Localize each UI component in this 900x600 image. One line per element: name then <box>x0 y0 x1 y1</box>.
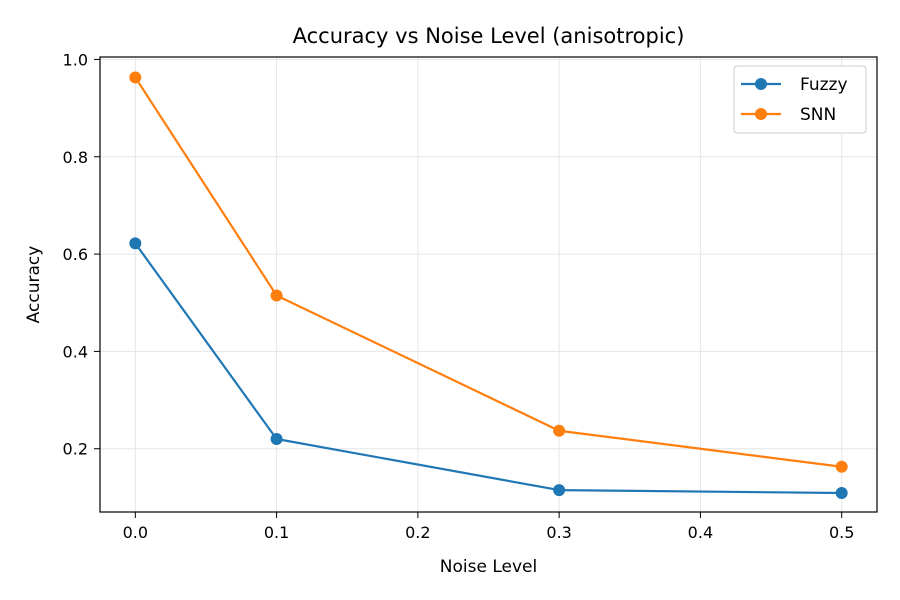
data-point-snn <box>553 424 566 437</box>
data-point-fuzzy <box>835 487 848 500</box>
data-point-snn <box>129 71 142 84</box>
chart-title: Accuracy vs Noise Level (anisotropic) <box>293 24 685 48</box>
y-tick-label: 0.4 <box>63 342 88 361</box>
x-tick-label: 0.1 <box>264 523 289 542</box>
x-tick-label: 0.2 <box>405 523 430 542</box>
legend-snn-label: SNN <box>800 105 836 125</box>
plot-area-frame <box>99 56 878 513</box>
legend-snn-marker <box>755 108 767 120</box>
y-tick-label: 0.6 <box>63 245 88 264</box>
data-point-snn <box>835 460 848 473</box>
axis-ticks: 0.0 0.1 0.2 0.3 0.4 0.5 0.2 0.4 0.6 0.8 1.0 <box>63 50 855 542</box>
data-point-snn <box>270 289 283 302</box>
series-line-fuzzy <box>134 242 842 495</box>
legend-frame <box>733 65 867 134</box>
x-tick-label: 0.4 <box>688 523 713 542</box>
x-tick-label: 0.0 <box>123 523 148 542</box>
series-layer <box>129 71 848 500</box>
data-point-fuzzy <box>129 237 142 250</box>
data-point-fuzzy <box>270 433 283 446</box>
y-tick-label: 1.0 <box>63 50 88 69</box>
legend-fuzzy-marker <box>755 78 767 90</box>
legend: Fuzzy SNN <box>733 65 867 134</box>
data-point-fuzzy <box>553 484 566 497</box>
x-axis-label: Noise Level <box>440 557 537 577</box>
legend-fuzzy-label: Fuzzy <box>800 75 848 95</box>
x-tick-label: 0.3 <box>546 523 571 542</box>
grid <box>100 57 877 512</box>
x-tick-label: 0.5 <box>829 523 854 542</box>
y-tick-label: 0.8 <box>63 148 88 167</box>
y-tick-label: 0.2 <box>63 440 88 459</box>
series-line-snn <box>134 76 842 468</box>
y-axis-label: Accuracy <box>24 246 44 324</box>
